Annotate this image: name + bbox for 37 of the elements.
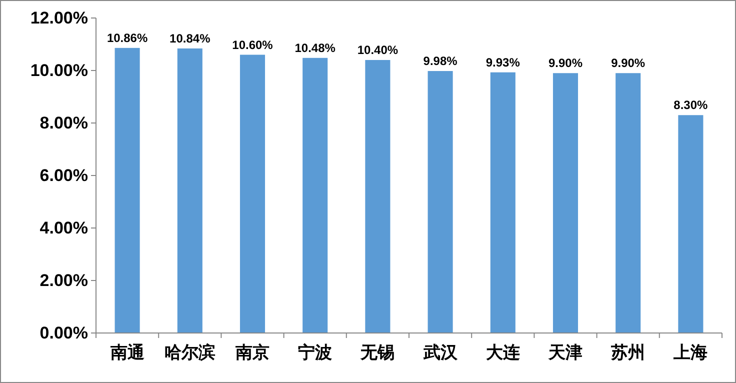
x-tick-label: 南京: [234, 343, 270, 362]
bar: [240, 54, 266, 333]
data-label: 9.98%: [423, 54, 458, 68]
data-label: 9.90%: [548, 56, 583, 70]
bar: [177, 48, 202, 333]
y-tick-label: 12.00%: [30, 8, 88, 28]
x-tick-label: 哈尔滨: [164, 343, 216, 362]
x-tick-label: 无锡: [360, 343, 395, 362]
data-label: 10.60%: [232, 38, 274, 52]
x-tick-label: 南通: [109, 343, 144, 362]
bar: [365, 60, 390, 333]
data-label: 9.93%: [486, 55, 520, 70]
x-tick-label: 大连: [486, 343, 520, 362]
y-tick-label: 6.00%: [40, 166, 88, 185]
x-tick-label: 天津: [548, 343, 582, 362]
data-label: 10.48%: [294, 40, 336, 55]
bar: [490, 72, 516, 333]
y-tick-label: 2.00%: [40, 271, 88, 290]
bar: [678, 115, 704, 333]
y-tick-label: 8.00%: [40, 114, 88, 132]
data-label: 10.40%: [357, 43, 398, 57]
x-tick-label: 苏州: [610, 343, 646, 362]
bar: [552, 73, 578, 333]
data-label: 9.90%: [611, 56, 646, 70]
data-label: 10.84%: [170, 31, 211, 46]
data-label: 10.86%: [106, 30, 148, 45]
bar: [616, 73, 641, 333]
data-label: 8.30%: [674, 98, 708, 112]
bar: [302, 58, 328, 333]
y-tick-label: 0.00%: [40, 324, 88, 342]
x-tick-label: 上海: [672, 343, 708, 362]
bar: [114, 48, 140, 333]
x-tick-label: 武汉: [422, 343, 458, 362]
x-tick-label: 宁波: [298, 343, 332, 362]
bar: [428, 71, 453, 333]
y-tick-label: 4.00%: [40, 218, 88, 238]
y-tick-label: 10.00%: [30, 61, 88, 80]
